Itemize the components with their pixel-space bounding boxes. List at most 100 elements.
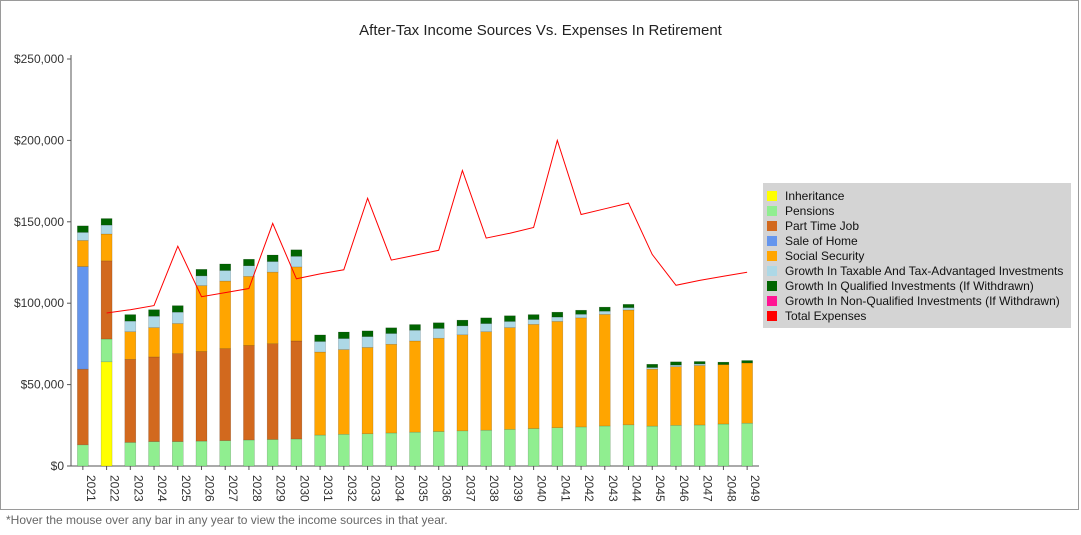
bar-segment xyxy=(622,307,635,311)
bar-segment xyxy=(314,334,326,342)
x-tick-label: 2038 xyxy=(487,475,501,502)
legend-item: Pensions xyxy=(767,203,1071,218)
legend-item: Growth In Qualified Investments (If With… xyxy=(767,278,1071,293)
bar-segment xyxy=(670,361,682,366)
legend-item: Part Time Job xyxy=(767,218,1071,233)
bar-segment xyxy=(124,359,137,443)
bar-segment xyxy=(100,361,113,467)
legend-item: Total Expenses xyxy=(767,308,1071,323)
bar-segment xyxy=(219,280,231,349)
bar-segment xyxy=(124,320,137,332)
x-tick-label: 2048 xyxy=(724,475,738,502)
bar-segment xyxy=(504,429,516,467)
bar-segment xyxy=(409,340,421,433)
bar-segment xyxy=(290,438,303,467)
bar-segment xyxy=(243,345,255,441)
bar-segment xyxy=(172,323,184,354)
bar-segment xyxy=(385,333,398,345)
bar-segment xyxy=(622,424,635,467)
bar-segment xyxy=(195,440,208,467)
bar-segment xyxy=(148,315,160,328)
bar-segment xyxy=(480,331,492,431)
bar-segment xyxy=(527,428,540,467)
bar-segment xyxy=(456,430,469,467)
x-tick-label: 2034 xyxy=(392,475,406,502)
bar-segment xyxy=(100,224,113,235)
bar-segment xyxy=(670,425,682,467)
chart-legend: Inheritance Pensions Part Time Job Sale of … xyxy=(763,183,1071,328)
bar-segment xyxy=(551,321,564,428)
legend-label: Growth In Qualified Investments (If With… xyxy=(785,278,1034,293)
bar-segment xyxy=(432,431,445,467)
x-tick-label: 2022 xyxy=(108,475,122,502)
bar-segment xyxy=(172,353,184,442)
legend-swatch xyxy=(767,310,777,321)
bar-segment xyxy=(148,327,160,358)
bar-segment xyxy=(741,422,753,467)
footnote: *Hover the mouse over any bar in any yea… xyxy=(6,513,448,527)
legend-label: Pensions xyxy=(785,203,835,218)
total-expenses-line xyxy=(106,138,748,314)
bar-segment xyxy=(338,331,350,339)
bar-segment xyxy=(266,261,279,273)
bar-segment xyxy=(361,330,374,337)
bar-segment xyxy=(599,306,611,312)
bar-segment xyxy=(243,258,255,267)
bar-segment xyxy=(338,349,350,435)
bar-segment xyxy=(243,439,255,467)
legend-swatch xyxy=(767,235,777,246)
bar-segment xyxy=(77,368,89,446)
legend-swatch xyxy=(767,205,777,216)
bar-segment xyxy=(361,336,374,348)
bar-segment xyxy=(100,338,113,363)
bar-segment xyxy=(385,432,398,467)
bar-segment xyxy=(527,314,540,320)
bar-segment xyxy=(172,311,184,324)
legend-swatch xyxy=(767,220,777,231)
bar-segment xyxy=(195,275,208,286)
legend-swatch xyxy=(767,265,777,276)
bar-segment xyxy=(432,328,445,339)
bar-segment xyxy=(77,232,89,241)
bar-segment xyxy=(432,322,445,329)
x-tick-label: 2043 xyxy=(606,475,620,502)
bar-segment xyxy=(575,317,587,428)
legend-label: Total Expenses xyxy=(785,308,867,323)
bar-segment xyxy=(480,317,492,324)
x-tick-label: 2031 xyxy=(321,475,335,502)
bar-segment xyxy=(599,314,611,427)
bar-segment xyxy=(622,304,635,308)
bar-segment xyxy=(575,314,587,319)
bar-segment xyxy=(124,331,137,360)
x-tick-label: 2033 xyxy=(369,475,383,502)
chart-frame xyxy=(0,0,1079,510)
bar-segment xyxy=(456,334,469,432)
legend-item: Growth In Non-Qualified Investments (If … xyxy=(767,293,1071,308)
bar-segment xyxy=(409,324,421,331)
bar-segment xyxy=(314,434,326,467)
x-tick-label: 2046 xyxy=(677,475,691,502)
bar-segment xyxy=(551,316,564,322)
bar-segment xyxy=(290,340,303,440)
bar-segment xyxy=(670,366,682,426)
bar-segment xyxy=(266,343,279,440)
x-tick-label: 2035 xyxy=(416,475,430,502)
x-tick-label: 2023 xyxy=(131,475,145,502)
bar-segment xyxy=(219,440,231,467)
bar-segment xyxy=(527,319,540,325)
bar-segment xyxy=(717,361,730,365)
bar-segment xyxy=(77,266,89,370)
bar-segment xyxy=(338,338,350,350)
bar-segment xyxy=(77,444,89,467)
bar-segment xyxy=(195,269,208,277)
bar-segment xyxy=(266,254,279,262)
legend-label: Growth In Non-Qualified Investments (If … xyxy=(785,293,1060,308)
bar-segment xyxy=(575,426,587,467)
bar-segment xyxy=(480,323,492,332)
bar-segment xyxy=(551,427,564,467)
chart-title: After-Tax Income Sources Vs. Expenses In… xyxy=(359,22,722,39)
x-tick-label: 2032 xyxy=(345,475,359,502)
x-tick-label: 2040 xyxy=(535,475,549,502)
bar-segment xyxy=(290,256,303,268)
bar-segment xyxy=(243,265,255,277)
